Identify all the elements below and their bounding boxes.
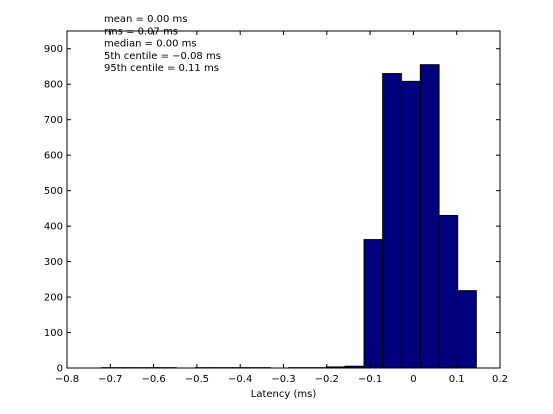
stats-line: mean = 0.00 ms <box>104 14 188 25</box>
histogram-bar-16 <box>400 80 421 369</box>
histogram-bar-14 <box>363 239 384 369</box>
histogram-bars <box>100 64 477 369</box>
histogram-bar-15 <box>382 73 402 369</box>
histogram-bar-17 <box>419 64 440 369</box>
x-axis-ticks: −0.8 −0.7 −0.6 −0.5 −0.4 −0.3 −0.2 −0.1 0 0.1 0.2 <box>55 31 508 385</box>
y-tick-label: 200 <box>44 293 63 304</box>
x-tick-label: −0.7 <box>98 374 122 385</box>
y-tick-label: 300 <box>44 257 63 268</box>
stats-line: median = 0.00 ms <box>104 39 197 50</box>
stats-line: 5th centile = −0.08 ms <box>104 51 221 62</box>
x-tick-label: 0.2 <box>492 374 508 385</box>
y-tick-label: 700 <box>44 115 63 126</box>
x-tick-label: −0.4 <box>228 374 252 385</box>
y-tick-label: 100 <box>44 328 63 339</box>
x-tick-label: −0.3 <box>271 374 295 385</box>
stats-line: rms = 0.07 ms <box>104 26 178 37</box>
histogram-bar-18 <box>438 214 459 369</box>
x-tick-label: −0.1 <box>358 374 382 385</box>
y-axis-ticks: 0 100 200 300 400 500 600 700 800 900 <box>44 44 500 375</box>
x-tick-label: −0.6 <box>141 374 165 385</box>
x-tick-label: −0.5 <box>185 374 209 385</box>
y-tick-label: 800 <box>44 80 63 91</box>
y-tick-label: 0 <box>57 364 63 375</box>
y-tick-label: 400 <box>44 222 63 233</box>
x-tick-label: −0.2 <box>315 374 339 385</box>
x-axis-label: Latency (ms) <box>251 389 317 400</box>
x-tick-label: 0.1 <box>449 374 465 385</box>
y-tick-label: 900 <box>44 44 63 55</box>
histogram-bar-19 <box>457 290 477 369</box>
stats-line: 95th centile = 0.11 ms <box>104 63 219 74</box>
x-tick-label: −0.8 <box>55 374 79 385</box>
y-tick-label: 500 <box>44 186 63 197</box>
x-tick-label: 0 <box>410 374 416 385</box>
y-tick-label: 600 <box>44 151 63 162</box>
